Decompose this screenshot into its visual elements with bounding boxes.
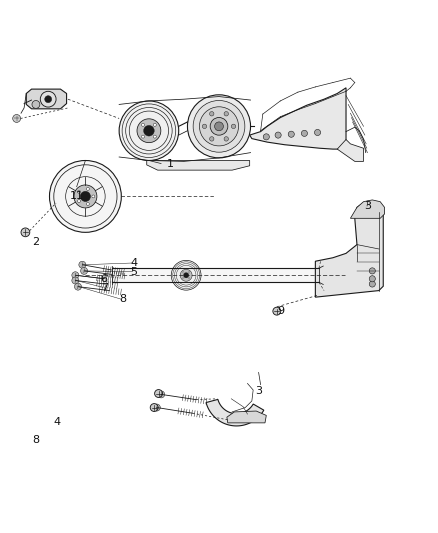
- Circle shape: [153, 123, 156, 126]
- Text: 4: 4: [53, 417, 60, 427]
- Circle shape: [187, 95, 251, 158]
- Polygon shape: [206, 399, 264, 426]
- Circle shape: [21, 228, 30, 237]
- Circle shape: [183, 272, 184, 273]
- Circle shape: [288, 131, 294, 138]
- Text: 8: 8: [32, 434, 39, 445]
- Circle shape: [209, 111, 214, 116]
- Circle shape: [81, 268, 88, 274]
- Text: 7: 7: [101, 282, 108, 293]
- Text: 8: 8: [119, 294, 126, 304]
- Circle shape: [224, 136, 229, 141]
- Circle shape: [78, 190, 81, 193]
- Circle shape: [144, 125, 154, 136]
- Text: 1: 1: [167, 159, 174, 168]
- Circle shape: [141, 135, 145, 138]
- Circle shape: [86, 188, 89, 190]
- Circle shape: [74, 185, 97, 208]
- Circle shape: [209, 136, 214, 141]
- Circle shape: [153, 404, 160, 411]
- Circle shape: [188, 272, 190, 273]
- Text: 9: 9: [278, 306, 285, 316]
- Circle shape: [92, 195, 95, 198]
- Circle shape: [263, 134, 269, 140]
- Polygon shape: [147, 160, 250, 170]
- Text: 2: 2: [32, 237, 39, 247]
- Circle shape: [231, 124, 236, 128]
- Circle shape: [184, 272, 189, 278]
- Circle shape: [49, 160, 121, 232]
- Circle shape: [188, 278, 190, 279]
- Circle shape: [210, 117, 228, 135]
- Circle shape: [119, 101, 179, 160]
- Circle shape: [369, 268, 375, 274]
- Circle shape: [74, 283, 81, 290]
- Circle shape: [158, 391, 165, 398]
- Circle shape: [86, 203, 89, 205]
- Text: 6: 6: [101, 274, 108, 284]
- Circle shape: [193, 101, 245, 152]
- Circle shape: [273, 307, 281, 315]
- Text: 5: 5: [130, 266, 137, 277]
- Text: 4: 4: [130, 258, 137, 268]
- Circle shape: [301, 130, 307, 136]
- Polygon shape: [315, 203, 383, 297]
- Polygon shape: [227, 411, 266, 423]
- Circle shape: [78, 200, 81, 203]
- Circle shape: [180, 269, 192, 281]
- Circle shape: [275, 132, 281, 138]
- Circle shape: [369, 281, 375, 287]
- Polygon shape: [250, 88, 346, 149]
- Text: 3: 3: [364, 201, 371, 211]
- Circle shape: [202, 124, 207, 128]
- Circle shape: [150, 403, 158, 411]
- Circle shape: [40, 91, 56, 107]
- Polygon shape: [350, 200, 385, 219]
- Circle shape: [199, 107, 239, 146]
- Circle shape: [72, 272, 79, 279]
- Text: 3: 3: [255, 386, 262, 397]
- Circle shape: [314, 130, 321, 135]
- Polygon shape: [337, 140, 364, 161]
- Circle shape: [155, 390, 162, 398]
- Circle shape: [171, 260, 201, 290]
- Circle shape: [215, 122, 223, 131]
- Circle shape: [141, 123, 145, 126]
- Circle shape: [79, 261, 86, 268]
- Polygon shape: [112, 268, 319, 282]
- Circle shape: [72, 277, 79, 284]
- Circle shape: [183, 278, 184, 279]
- Circle shape: [137, 119, 161, 143]
- Text: 11: 11: [70, 191, 84, 201]
- Circle shape: [32, 101, 40, 108]
- Circle shape: [153, 135, 156, 138]
- Circle shape: [81, 191, 90, 201]
- Circle shape: [13, 115, 21, 123]
- Circle shape: [369, 276, 375, 282]
- Polygon shape: [26, 89, 67, 109]
- Circle shape: [224, 111, 229, 116]
- Circle shape: [45, 96, 52, 103]
